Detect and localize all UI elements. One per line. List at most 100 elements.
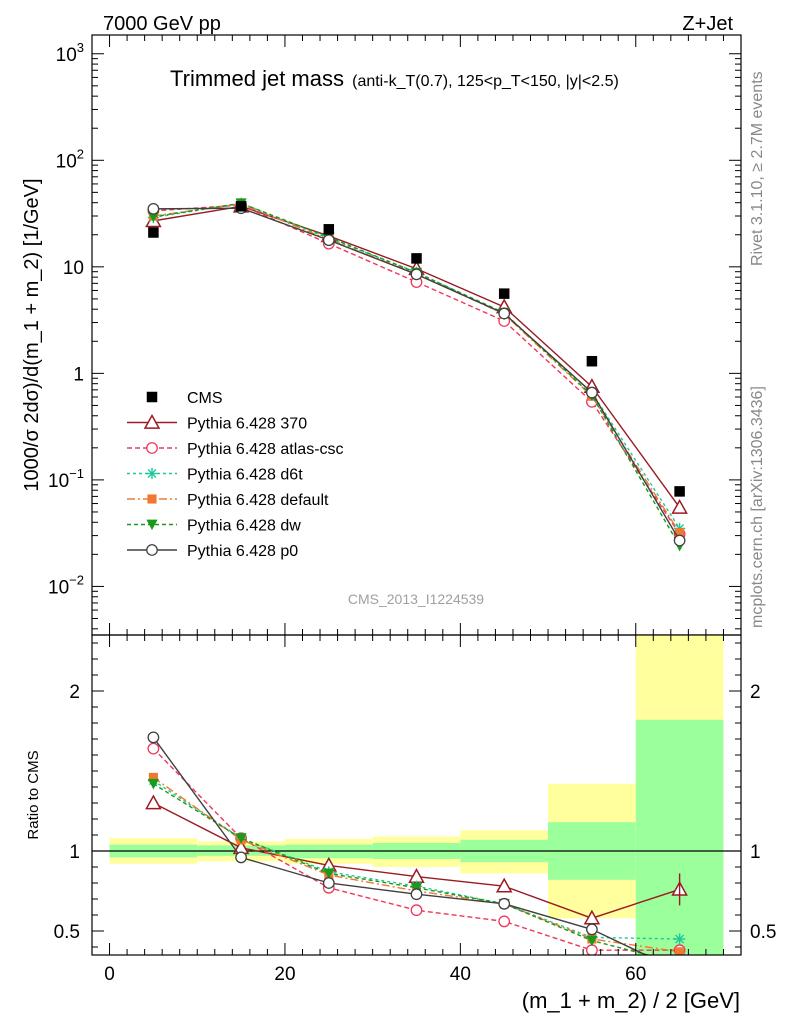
ratio-point-p0 (322, 877, 335, 889)
y-tick-label: 10−1 (48, 466, 84, 492)
legend-marker (143, 413, 161, 429)
ratio-plot-area (145, 731, 688, 955)
y-tick-base: 10 (48, 577, 69, 598)
legend-item-dw: Pythia 6.428 dw (127, 518, 301, 535)
ratio-frame (91, 634, 742, 956)
legend-label: Pythia 6.428 d6t (187, 467, 303, 484)
series-point-p370 (671, 499, 688, 514)
rivet-label: Rivet 3.1.10, ≥ 2.7M events (749, 71, 766, 266)
y-tick-base: 10 (63, 258, 84, 279)
ratio-point-p370 (495, 877, 513, 893)
x-tick-label: 40 (450, 964, 471, 985)
ratio-y-axis-label: Ratio to CMS (25, 750, 42, 839)
y-tick-base: 10 (56, 151, 77, 172)
ratio-point-dw (235, 833, 247, 844)
ratio-point-dw (586, 935, 598, 947)
legend-marker (146, 544, 158, 556)
legend-item-data: CMS (146, 390, 223, 407)
ratio-axes: 0 20 40 60 0.5 0.5 1 1 2 2 (54, 635, 776, 985)
y-tick-exponent: −2 (69, 572, 84, 587)
series-point-p0 (498, 307, 511, 320)
cms-data-point (323, 224, 335, 235)
legend-item-d6t: Pythia 6.428 d6t (127, 467, 303, 484)
ratio-y-tick-label: 0.5 (54, 922, 80, 943)
ratio-band-green (635, 719, 724, 955)
y-tick-base: 1 (73, 364, 84, 385)
ratio-point-p0 (410, 888, 423, 901)
cms-data-point (148, 227, 159, 238)
x-tick-label: 60 (625, 964, 646, 985)
ratio-series-group (145, 731, 688, 955)
legend-label: Pythia 6.428 atlas-csc (187, 441, 344, 458)
y-tick-label: 10 (63, 258, 84, 279)
plot-title-main: Trimmed jet mass (170, 66, 344, 91)
process-label: Z+Jet (682, 13, 733, 35)
y-tick-exponent: 2 (77, 146, 84, 161)
y-tick-label: 1 (73, 364, 84, 385)
ratio-point-dw (323, 868, 335, 879)
series-point-p0 (586, 386, 598, 399)
legend-item-default: Pythia 6.428 default (127, 492, 329, 509)
ratio-point-default (675, 947, 685, 955)
legend-marker (147, 494, 157, 504)
legend: CMS Pythia 6.428 370 Pythia 6.428 atlas-cs… (127, 390, 344, 560)
ratio-point-dw (147, 778, 159, 790)
ratio-point-p0 (235, 851, 247, 864)
ratio-y-tick-label-right: 0.5 (750, 922, 776, 943)
series-point-p0 (147, 202, 160, 215)
cms-data-point (411, 253, 422, 264)
main-y-axis-label: 1000/σ 2dσ)/d(m_1 + m_2) [1/GeV] (21, 178, 43, 491)
y-tick-exponent: 3 (77, 40, 84, 55)
ratio-point-dw (410, 882, 423, 894)
ratio-point-atlas (498, 915, 511, 928)
x-axis-label: (m_1 + m_2) / 2 [GeV] (522, 988, 740, 1013)
ratio-point-p0 (498, 897, 511, 910)
mcplots-label: mcplots.cern.ch [arXiv:1306.3436] (749, 386, 766, 628)
series-line-p370 (153, 205, 681, 508)
legend-marker (146, 391, 158, 403)
legend-marker (146, 467, 158, 480)
legend-label: Pythia 6.428 default (187, 492, 329, 509)
legend-label: Pythia 6.428 370 (187, 416, 307, 433)
y-tick-base: 10 (56, 45, 77, 66)
series-point-p0 (410, 268, 423, 281)
cms-data-point (498, 288, 510, 299)
cms-data-point (235, 201, 247, 212)
series-point-p0 (322, 234, 335, 247)
series-point-default (675, 528, 685, 538)
x-tick-label: 0 (104, 964, 115, 985)
y-tick-label: 10−2 (48, 572, 84, 598)
legend-label: Pythia 6.428 p0 (187, 543, 298, 560)
cms-data-point (586, 355, 598, 367)
cms-data-point (674, 486, 685, 497)
series-point-dw (147, 211, 159, 223)
legend-label: CMS (187, 390, 223, 407)
legend-marker (146, 519, 158, 531)
y-tick-base: 10 (48, 471, 69, 492)
ratio-point-atlas (147, 742, 160, 755)
asterisk-stroke (675, 934, 685, 944)
legend-marker (146, 442, 158, 454)
y-tick-exponent: −1 (69, 466, 84, 481)
y-tick-label: 102 (56, 146, 84, 172)
x-tick-label: 20 (274, 964, 295, 985)
y-tick-label: 103 (56, 40, 84, 66)
ratio-point-p0 (147, 731, 160, 744)
ratio-point-d6t (674, 933, 686, 945)
main-x-ticks (109, 35, 724, 635)
legend-item-p0: Pythia 6.428 p0 (127, 543, 298, 560)
legend-item-p370: Pythia 6.428 370 (127, 413, 307, 433)
energy-label: 7000 GeV pp (103, 13, 221, 35)
ratio-point-atlas (586, 944, 598, 955)
analysis-id-label: CMS_2013_I1224539 (348, 591, 484, 607)
plot-title: Trimmed jet mass (anti-k_T(0.7), 125<p_T… (170, 66, 619, 91)
plot-title-detail: (anti-k_T(0.7), 125<p_T<150, |y|<2.5) (352, 73, 619, 90)
ratio-y-tick-label: 2 (69, 682, 80, 703)
ratio-panel: 0 20 40 60 0.5 0.5 1 1 2 2 Ratio to CMS (m_1 + m_… (25, 634, 776, 1013)
ratio-y-tick-label: 1 (69, 842, 80, 863)
series-point-p0 (673, 534, 686, 547)
legend-label: Pythia 6.428 dw (187, 518, 301, 535)
